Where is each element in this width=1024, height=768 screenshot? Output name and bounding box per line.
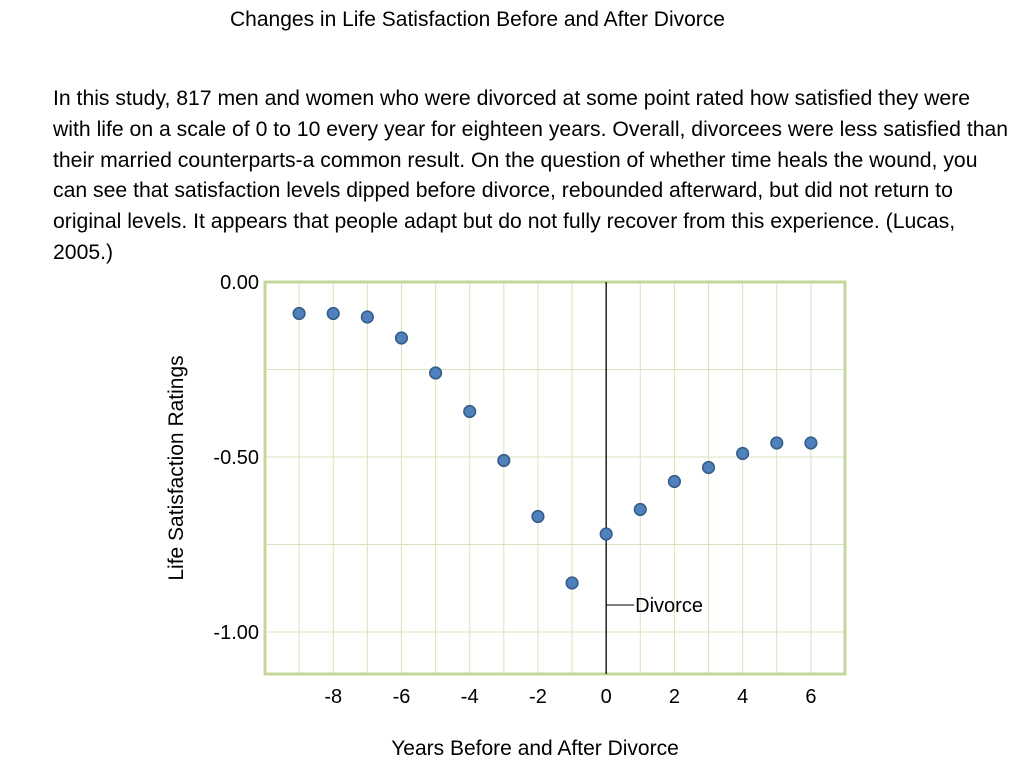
y-tick-label: 0.00 [220, 272, 259, 294]
divorce-annotation: Divorce [635, 595, 703, 617]
data-point [565, 576, 579, 590]
x-tick-label: 2 [669, 686, 680, 708]
chart-grid [265, 282, 845, 674]
x-axis-ticks: -8 -6 -4 -2 0 2 4 6 [324, 686, 816, 708]
x-axis-label: Years Before and After Divorce [391, 737, 679, 760]
page-title: Changes in Life Satisfaction Before and … [230, 8, 725, 31]
y-tick-label: -0.50 [213, 447, 259, 469]
data-point [497, 453, 511, 468]
plot-frame [263, 280, 847, 676]
x-tick-label: -6 [393, 686, 411, 708]
data-point [326, 306, 340, 321]
x-tick-label: -4 [461, 686, 479, 708]
y-axis-label: Life Satisfaction Ratings [165, 355, 188, 580]
data-point [428, 366, 443, 380]
x-tick-label: 6 [805, 686, 816, 708]
data-point [770, 436, 784, 450]
y-axis-ticks: 0.00 -0.50 -1.00 [213, 272, 259, 644]
data-point [736, 446, 750, 461]
x-tick-label: 4 [737, 686, 748, 708]
data-point [360, 310, 374, 324]
data-point [394, 331, 409, 345]
x-tick-label: -8 [324, 686, 342, 708]
data-point [667, 474, 682, 489]
data-point [701, 460, 716, 475]
data-point [531, 509, 545, 524]
y-tick-label: -1.00 [213, 622, 259, 644]
data-point [599, 527, 613, 541]
data-points [292, 306, 818, 590]
study-description: In this study, 817 men and women who wer… [53, 87, 1009, 264]
data-point [633, 502, 647, 517]
data-point [292, 306, 306, 321]
data-point [463, 404, 477, 419]
x-tick-label: -2 [529, 686, 547, 708]
data-point [804, 436, 818, 450]
x-tick-label: 0 [601, 686, 612, 708]
